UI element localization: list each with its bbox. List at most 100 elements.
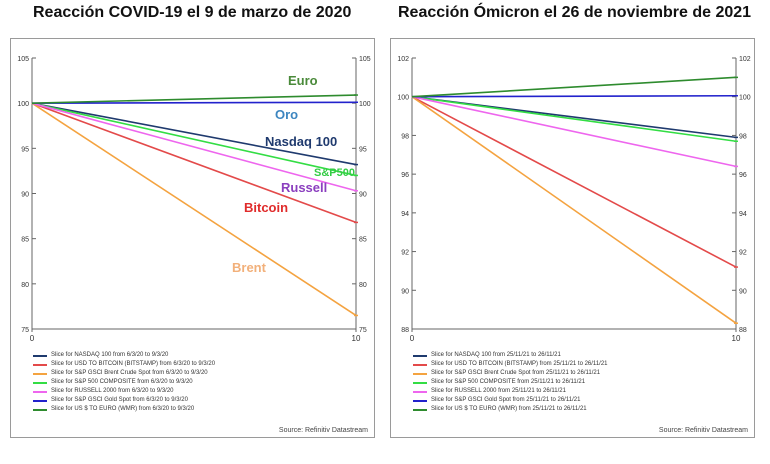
y-tick-label: 88 [739, 327, 747, 334]
legend-label: Slice for RUSSELL 2000 from 25/11/21 to … [431, 388, 566, 394]
legend-item: Slice for S&P 500 COMPOSITE from 25/11/2… [413, 378, 608, 387]
x-tick-label: 0 [30, 334, 35, 343]
legend-item: Slice for USD TO BITCOIN (BITSTAMP) from… [33, 360, 215, 369]
y-tick-label: 75 [359, 327, 367, 334]
legend-label: Slice for S&P 500 COMPOSITE from 25/11/2… [431, 379, 586, 385]
legend-swatch [33, 408, 47, 411]
legend-item: Slice for US $ TO EURO (WMR) from 25/11/… [413, 405, 608, 414]
legend-swatch [413, 408, 427, 411]
legend-item: Slice for S&P GSCI Gold Spot from 6/3/20… [33, 396, 215, 405]
y-tick-label: 95 [21, 146, 29, 153]
chart-panel-covid: 75 75 80 80 85 85 90 90 95 95 100 100 105 105 0 10 Euro O… [10, 38, 375, 438]
legend-swatch [413, 354, 427, 357]
y-tick-label: 90 [21, 192, 29, 199]
y-tick-label: 100 [397, 95, 409, 102]
y-tick-label: 90 [401, 288, 409, 295]
y-tick-label: 88 [401, 327, 409, 334]
legend-item: Slice for USD TO BITCOIN (BITSTAMP) from… [413, 360, 608, 369]
legend-swatch [413, 381, 427, 384]
y-tick-label: 92 [739, 250, 747, 257]
legend-label: Slice for S&P GSCI Gold Spot from 6/3/20… [51, 397, 188, 403]
series-line [31, 94, 357, 104]
legend-label: Slice for NASDAQ 100 from 25/11/21 to 26… [431, 352, 561, 358]
series-line [411, 96, 737, 324]
legend-item: Slice for RUSSELL 2000 from 6/3/20 to 9/… [33, 387, 215, 396]
left-chart-title: Reacción COVID-19 el 9 de marzo de 2020 [33, 4, 352, 21]
source-note-covid: Source: Refinitiv Datastream [278, 427, 368, 434]
y-tick-label: 90 [359, 192, 367, 199]
y-tick-label: 98 [401, 133, 409, 140]
series-annotation: Oro [275, 107, 298, 122]
y-tick-label: 90 [739, 288, 747, 295]
y-tick-label: 80 [21, 282, 29, 289]
y-tick-label: 92 [401, 250, 409, 257]
y-tick-label: 75 [21, 327, 29, 334]
series-line [31, 102, 357, 317]
legend-swatch [33, 390, 47, 393]
legend-swatch [33, 354, 47, 357]
legend-label: Slice for S&P GSCI Gold Spot from 25/11/… [431, 397, 581, 403]
legend-swatch [33, 399, 47, 402]
series-line [31, 102, 357, 224]
series-line [31, 102, 357, 177]
y-tick-label: 96 [401, 172, 409, 179]
legend-item: Slice for S&P GSCI Gold Spot from 25/11/… [413, 396, 608, 405]
series-line [411, 96, 737, 268]
series-annotation: Euro [288, 73, 318, 88]
series-annotation: Bitcoin [244, 200, 288, 215]
legend-label: Slice for US $ TO EURO (WMR) from 6/3/20… [51, 406, 195, 412]
y-tick-label: 100 [739, 95, 751, 102]
y-tick-label: 85 [21, 237, 29, 244]
y-tick-label: 100 [17, 101, 29, 108]
series-annotation: Russell [281, 180, 327, 195]
series-annotation: S&P500 [314, 167, 355, 179]
legend-item: Slice for NASDAQ 100 from 6/3/20 to 9/3/… [33, 351, 215, 360]
y-tick-label: 102 [397, 56, 409, 63]
y-tick-label: 102 [739, 56, 751, 63]
legend-swatch [413, 390, 427, 393]
y-tick-label: 94 [401, 211, 409, 218]
legend-covid: Slice for NASDAQ 100 from 6/3/20 to 9/3/… [33, 351, 215, 414]
y-tick-label: 105 [359, 56, 371, 63]
legend-swatch [413, 399, 427, 402]
legend-item: Slice for S&P GSCI Brent Crude Spot from… [33, 369, 215, 378]
chart-plot-omicron: 88 88 90 90 92 92 94 94 96 96 98 98 100 100 102 102 0 10 [397, 56, 751, 343]
right-chart-title: Reacción Ómicron el 26 de noviembre de 2… [398, 4, 752, 21]
series-line [31, 101, 357, 104]
series-annotation: Brent [232, 260, 267, 275]
series-line [411, 76, 737, 98]
legend-label: Slice for USD TO BITCOIN (BITSTAMP) from… [51, 361, 216, 367]
series-line [31, 102, 357, 192]
y-tick-label: 105 [17, 56, 29, 63]
legend-item: Slice for S&P 500 COMPOSITE from 6/3/20 … [33, 378, 215, 387]
y-tick-label: 98 [739, 133, 747, 140]
series-annotation: Nasdaq 100 [265, 134, 337, 149]
legend-label: Slice for S&P GSCI Brent Crude Spot from… [431, 370, 601, 376]
legend-item: Slice for US $ TO EURO (WMR) from 6/3/20… [33, 405, 215, 414]
x-tick-label: 10 [732, 334, 741, 343]
legend-item: Slice for S&P GSCI Brent Crude Spot from… [413, 369, 608, 378]
x-tick-label: 0 [410, 334, 415, 343]
legend-swatch [33, 363, 47, 366]
legend-swatch [33, 381, 47, 384]
legend-label: Slice for US $ TO EURO (WMR) from 25/11/… [431, 406, 587, 412]
legend-item: Slice for NASDAQ 100 from 25/11/21 to 26… [413, 351, 608, 360]
legend-label: Slice for NASDAQ 100 from 6/3/20 to 9/3/… [51, 352, 169, 358]
x-tick-label: 10 [352, 334, 361, 343]
legend-item: Slice for RUSSELL 2000 from 25/11/21 to … [413, 387, 608, 396]
legend-omicron: Slice for NASDAQ 100 from 25/11/21 to 26… [413, 351, 608, 414]
y-tick-label: 100 [359, 101, 371, 108]
y-tick-label: 94 [739, 211, 747, 218]
series-line [411, 94, 737, 98]
chart-plot-covid: 75 75 80 80 85 85 90 90 95 95 100 100 105 105 0 10 Euro O… [17, 56, 371, 343]
legend-label: Slice for S&P GSCI Brent Crude Spot from… [51, 370, 208, 376]
legend-label: Slice for USD TO BITCOIN (BITSTAMP) from… [431, 361, 608, 367]
legend-swatch [413, 363, 427, 366]
legend-swatch [33, 372, 47, 375]
y-tick-label: 95 [359, 146, 367, 153]
legend-label: Slice for S&P 500 COMPOSITE from 6/3/20 … [51, 379, 193, 385]
y-tick-label: 80 [359, 282, 367, 289]
series-line [31, 102, 357, 166]
y-tick-label: 85 [359, 237, 367, 244]
chart-panel-omicron: 88 88 90 90 92 92 94 94 96 96 98 98 100 100 102 102 0 10 … [390, 38, 755, 438]
